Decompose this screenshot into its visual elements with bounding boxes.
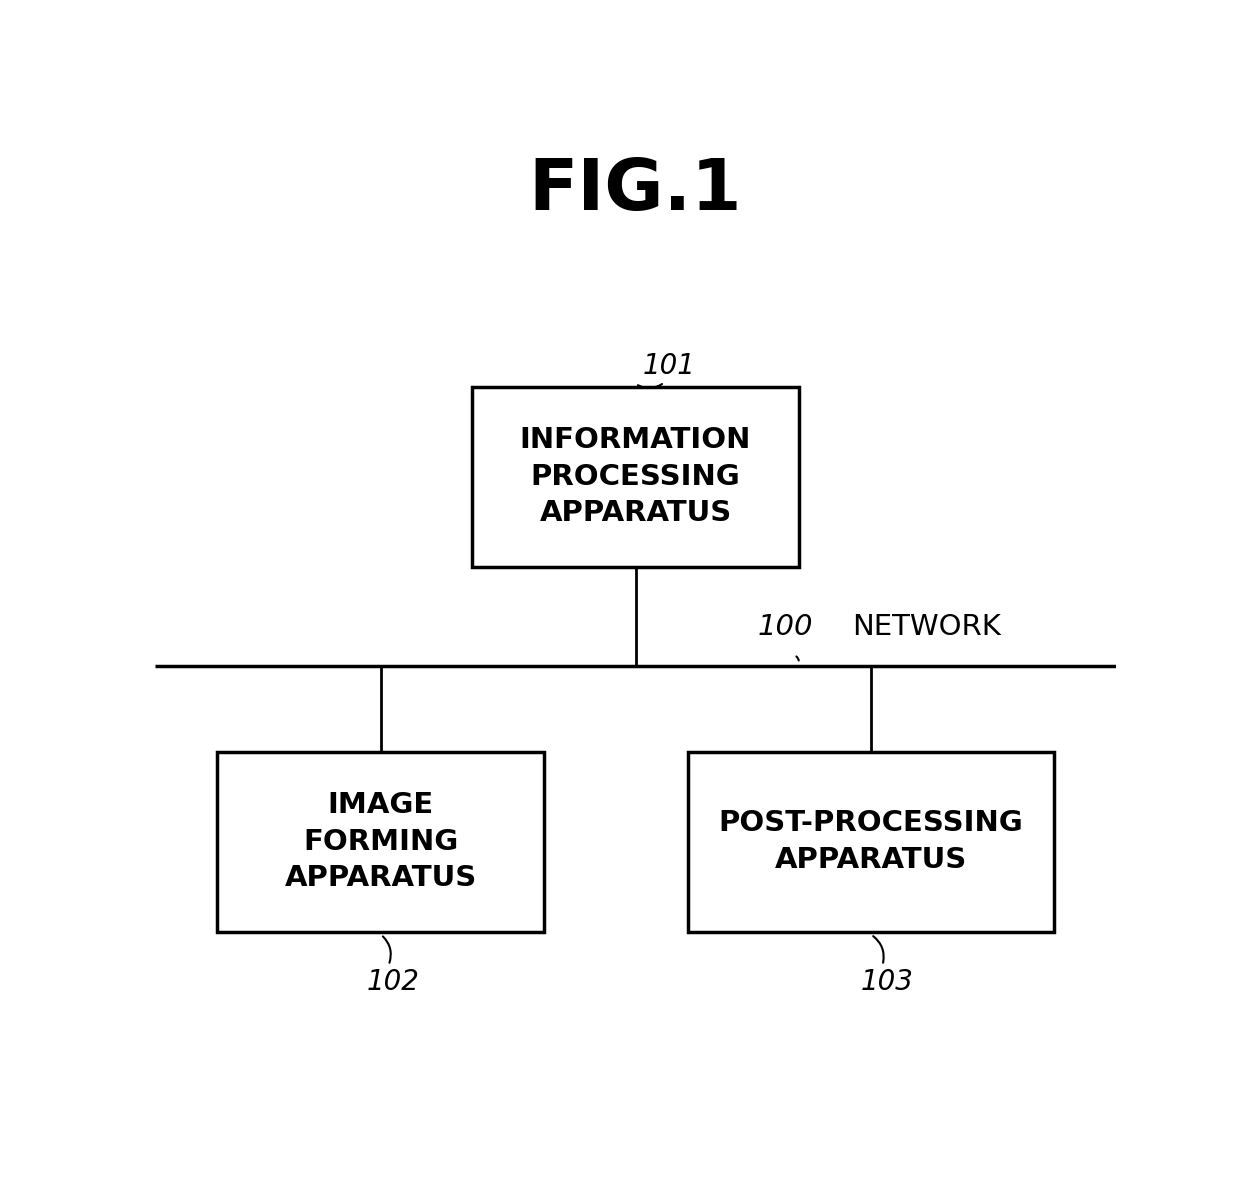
Text: FIG.1: FIG.1: [528, 156, 743, 224]
Text: 102: 102: [367, 968, 420, 996]
Text: NETWORK: NETWORK: [852, 613, 1001, 641]
Text: INFORMATION
PROCESSING
APPARATUS: INFORMATION PROCESSING APPARATUS: [520, 426, 751, 528]
Text: 101: 101: [642, 352, 696, 379]
Text: POST-PROCESSING
APPARATUS: POST-PROCESSING APPARATUS: [718, 809, 1023, 874]
FancyBboxPatch shape: [688, 751, 1054, 931]
FancyBboxPatch shape: [472, 386, 799, 566]
FancyBboxPatch shape: [217, 751, 544, 931]
Text: IMAGE
FORMING
APPARATUS: IMAGE FORMING APPARATUS: [285, 791, 477, 893]
Text: 103: 103: [861, 968, 914, 996]
Text: 100: 100: [758, 613, 813, 641]
